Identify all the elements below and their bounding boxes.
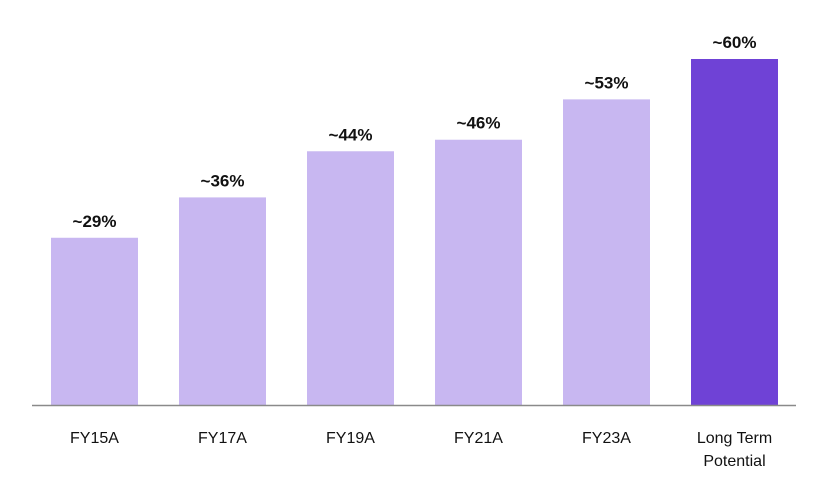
- category-label-line: FY15A: [70, 430, 119, 447]
- category-label-line: FY17A: [198, 430, 247, 447]
- category-label-line: FY19A: [326, 430, 375, 447]
- value-label-5: ~60%: [713, 33, 757, 52]
- category-label-line: Long Term: [697, 430, 772, 447]
- value-label-2: ~44%: [329, 125, 373, 144]
- category-label-line: FY21A: [454, 430, 503, 447]
- category-label-2: FY19A: [326, 430, 375, 447]
- category-label-line: FY23A: [582, 430, 631, 447]
- value-label-4: ~53%: [585, 73, 629, 92]
- value-label-3: ~46%: [457, 114, 501, 133]
- bar-4: [563, 99, 650, 405]
- bar-1: [179, 197, 266, 405]
- category-label-line: Potential: [703, 453, 765, 470]
- category-label-4: FY23A: [582, 430, 631, 447]
- category-label-5: Long Term Potential: [697, 430, 772, 470]
- bar-0: [51, 237, 138, 405]
- category-label-0: FY15A: [70, 430, 119, 447]
- bar-5: [691, 59, 778, 405]
- bar-3: [435, 139, 522, 405]
- value-label-1: ~36%: [201, 171, 245, 190]
- category-labels-group: FY15A FY17A FY19A FY21A FY23A Long Term Potent…: [70, 430, 772, 470]
- category-label-1: FY17A: [198, 430, 247, 447]
- category-label-3: FY21A: [454, 430, 503, 447]
- bars-group: [51, 59, 778, 405]
- value-label-0: ~29%: [73, 212, 117, 231]
- bar-2: [307, 151, 394, 405]
- value-labels-group: ~29% ~36% ~44% ~46% ~53% ~60%: [73, 33, 757, 231]
